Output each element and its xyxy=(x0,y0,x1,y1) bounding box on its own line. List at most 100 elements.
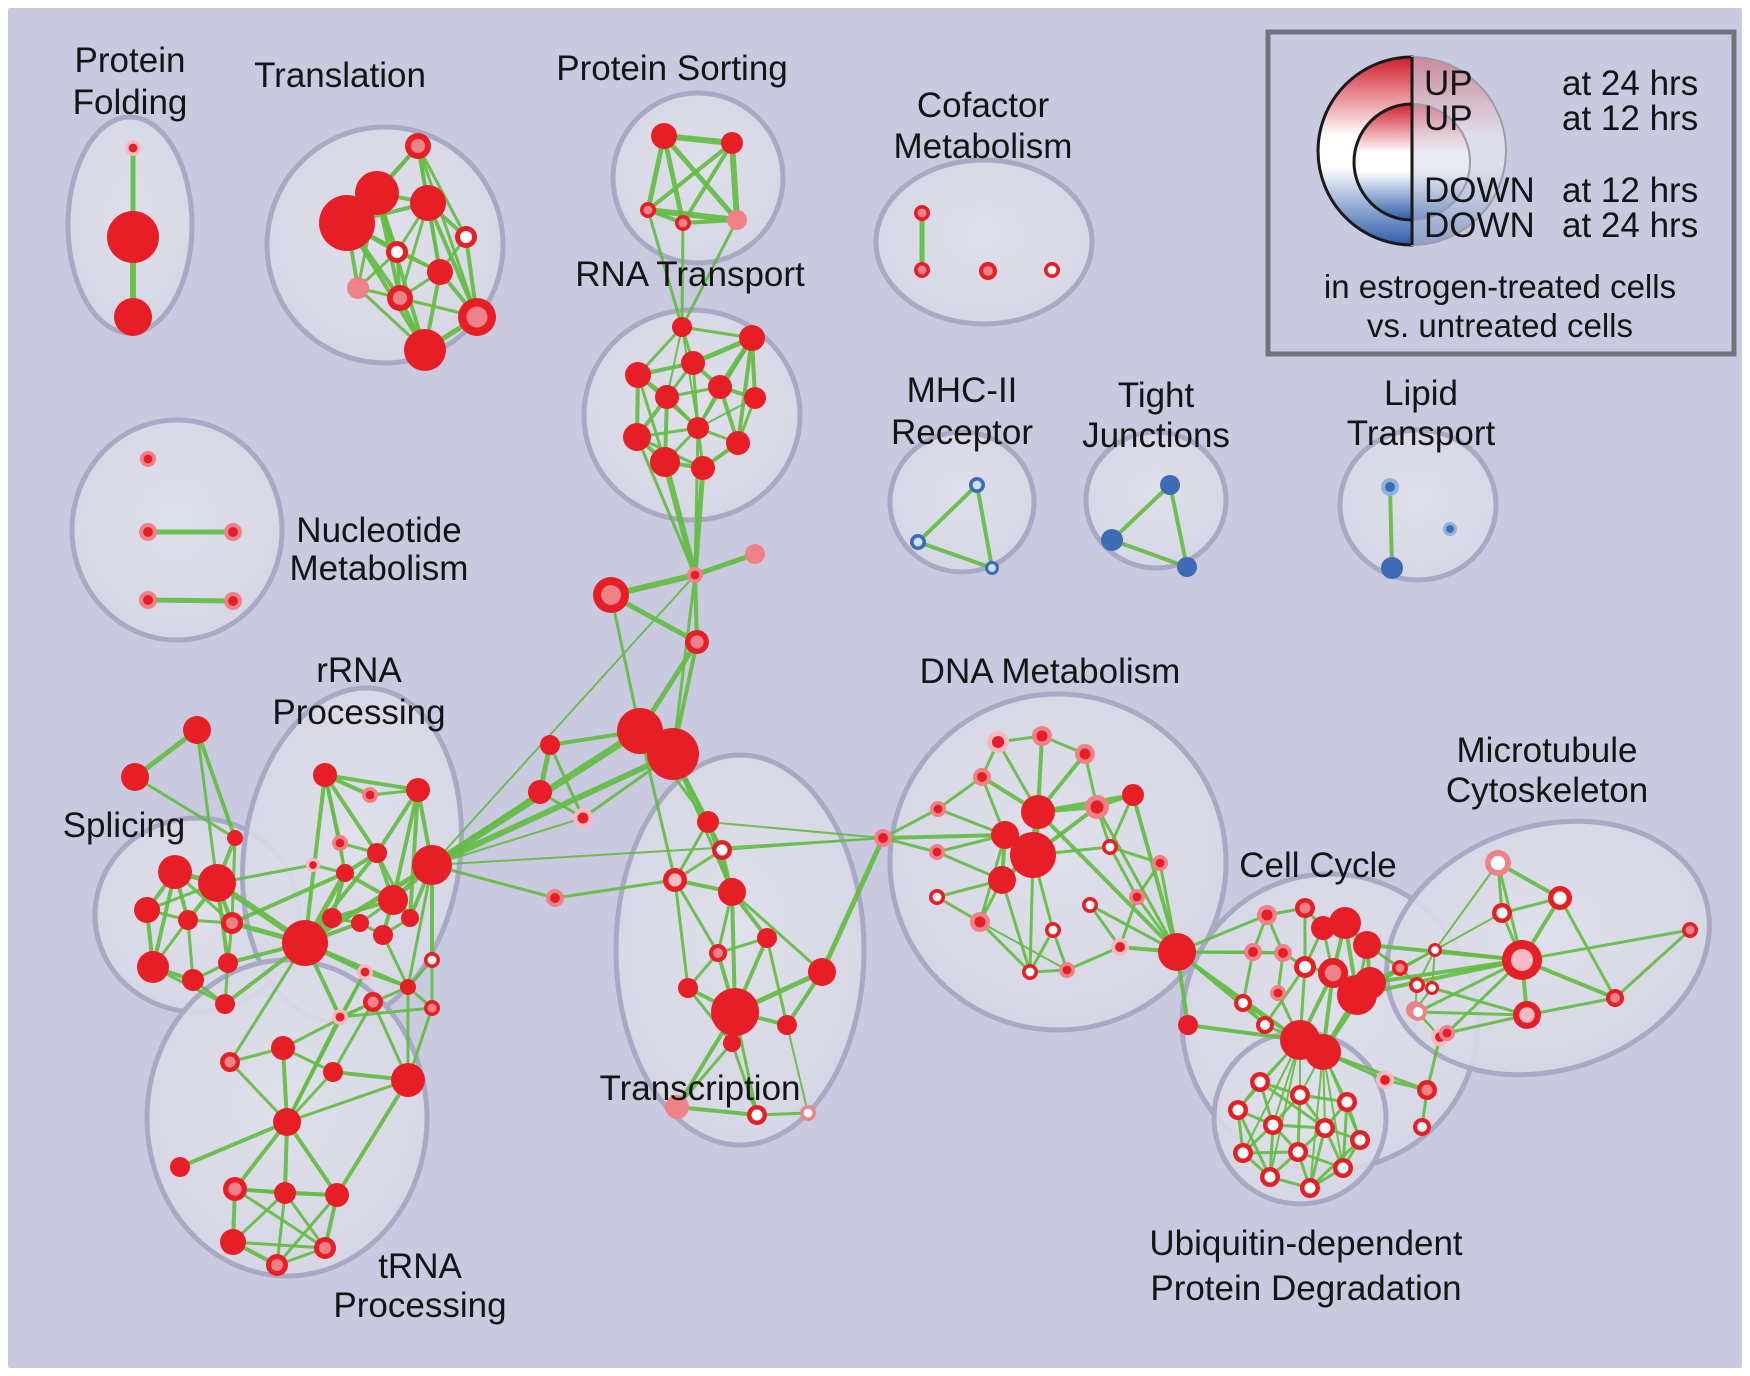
network-node xyxy=(718,878,746,906)
node-center-12h xyxy=(1292,1146,1304,1158)
network-edge xyxy=(375,788,420,855)
network-node xyxy=(373,925,393,945)
network-node xyxy=(410,185,446,221)
network-edge xyxy=(1430,986,1529,1017)
network-node xyxy=(721,132,743,154)
cluster-label-microtubule-cytoskeleton: Cytoskeleton xyxy=(1446,771,1648,810)
node-center-12h xyxy=(228,596,238,606)
network-node xyxy=(1274,944,1292,962)
node-center-12h xyxy=(427,1003,437,1013)
network-node xyxy=(573,808,593,828)
node-center-12h xyxy=(1062,965,1072,975)
network-node xyxy=(1122,784,1144,806)
network-edge xyxy=(145,597,236,604)
node-center-12h xyxy=(1354,1134,1366,1146)
network-edge xyxy=(646,208,684,329)
network-edge xyxy=(1525,996,1617,1017)
node-center-12h xyxy=(1395,963,1405,973)
network-node xyxy=(712,840,732,860)
node-ring-24h xyxy=(777,1015,797,1035)
network-node xyxy=(362,787,378,803)
network-edge xyxy=(133,775,237,840)
network-node xyxy=(282,920,328,966)
network-edge xyxy=(1520,928,1692,962)
cluster-label-cofactor-metabolism: Cofactor xyxy=(917,86,1050,125)
node-center-12h xyxy=(577,812,589,824)
network-node xyxy=(1045,922,1061,938)
network-edge xyxy=(916,540,994,570)
network-edge xyxy=(975,483,994,570)
node-center-12h xyxy=(878,833,888,843)
network-node xyxy=(1021,795,1055,829)
network-edge xyxy=(661,133,740,223)
cluster-label-lipid-transport: Transport xyxy=(1347,414,1496,453)
network-node xyxy=(640,202,656,218)
node-center-12h xyxy=(601,585,621,605)
network-edge xyxy=(1242,1039,1301,1154)
node-ring-24h xyxy=(323,1062,343,1082)
network-node xyxy=(1228,1100,1248,1120)
network-node xyxy=(663,868,687,892)
network-node xyxy=(687,567,703,583)
node-center-12h xyxy=(1431,946,1439,954)
node-center-12h xyxy=(1248,947,1258,957)
node-ring-24h xyxy=(322,908,342,928)
node-ring-24h xyxy=(313,763,337,787)
network-node xyxy=(929,844,945,860)
node-ring-24h xyxy=(271,1036,295,1060)
node-ring-24h xyxy=(282,920,328,966)
network-node xyxy=(1010,832,1056,878)
node-center-12h xyxy=(988,564,996,572)
node-center-12h xyxy=(932,847,942,857)
legend-value-down-24: at 24 hrs xyxy=(1562,206,1698,245)
network-node xyxy=(650,447,680,477)
node-center-12h xyxy=(690,570,700,580)
network-node xyxy=(336,864,354,882)
network-node xyxy=(979,262,997,280)
network-node xyxy=(1381,557,1403,579)
node-ring-24h xyxy=(681,351,705,375)
legend-glyph-inner-right-icon xyxy=(1411,102,1471,222)
network-node xyxy=(1502,940,1542,980)
network-node xyxy=(314,1237,336,1259)
network-node xyxy=(929,889,945,905)
network-edge xyxy=(195,728,219,885)
network-node xyxy=(391,1063,425,1097)
node-center-12h xyxy=(1085,900,1095,910)
node-center-12h xyxy=(1385,482,1395,492)
network-node xyxy=(546,889,564,907)
network-node xyxy=(1158,933,1196,971)
node-center-12h xyxy=(1610,993,1620,1003)
network-node xyxy=(424,952,440,968)
network-node xyxy=(757,928,777,948)
node-ring-24h xyxy=(723,1034,741,1052)
network-node xyxy=(215,994,235,1014)
network-node xyxy=(970,912,990,932)
network-node xyxy=(1425,981,1439,995)
network-node xyxy=(227,830,243,846)
node-ring-24h xyxy=(114,298,152,336)
network-node xyxy=(198,864,236,902)
cluster-label-mhc-ii-receptor: MHC-II xyxy=(907,371,1018,410)
network-edge xyxy=(736,336,754,445)
network-node xyxy=(1177,557,1197,577)
network-edge xyxy=(1613,928,1692,1000)
network-edge xyxy=(275,1193,339,1267)
network-node xyxy=(140,451,156,467)
network-edge xyxy=(195,728,237,840)
network-edge xyxy=(429,751,676,868)
network-node xyxy=(672,317,692,337)
node-center-12h xyxy=(1047,265,1057,275)
cluster-ellipse-dna-metabolism xyxy=(887,691,1229,1033)
network-node xyxy=(319,195,375,251)
network-node xyxy=(647,728,699,780)
network-edge xyxy=(275,1191,287,1267)
network-node xyxy=(271,1036,295,1060)
node-center-12h xyxy=(1553,891,1567,905)
cluster-label-trna-processing: Processing xyxy=(333,1286,506,1325)
network-edge xyxy=(661,133,686,226)
network-node xyxy=(1256,1016,1274,1034)
node-ring-24h xyxy=(325,1183,349,1207)
network-node xyxy=(973,768,991,786)
network-edge xyxy=(675,1105,759,1117)
